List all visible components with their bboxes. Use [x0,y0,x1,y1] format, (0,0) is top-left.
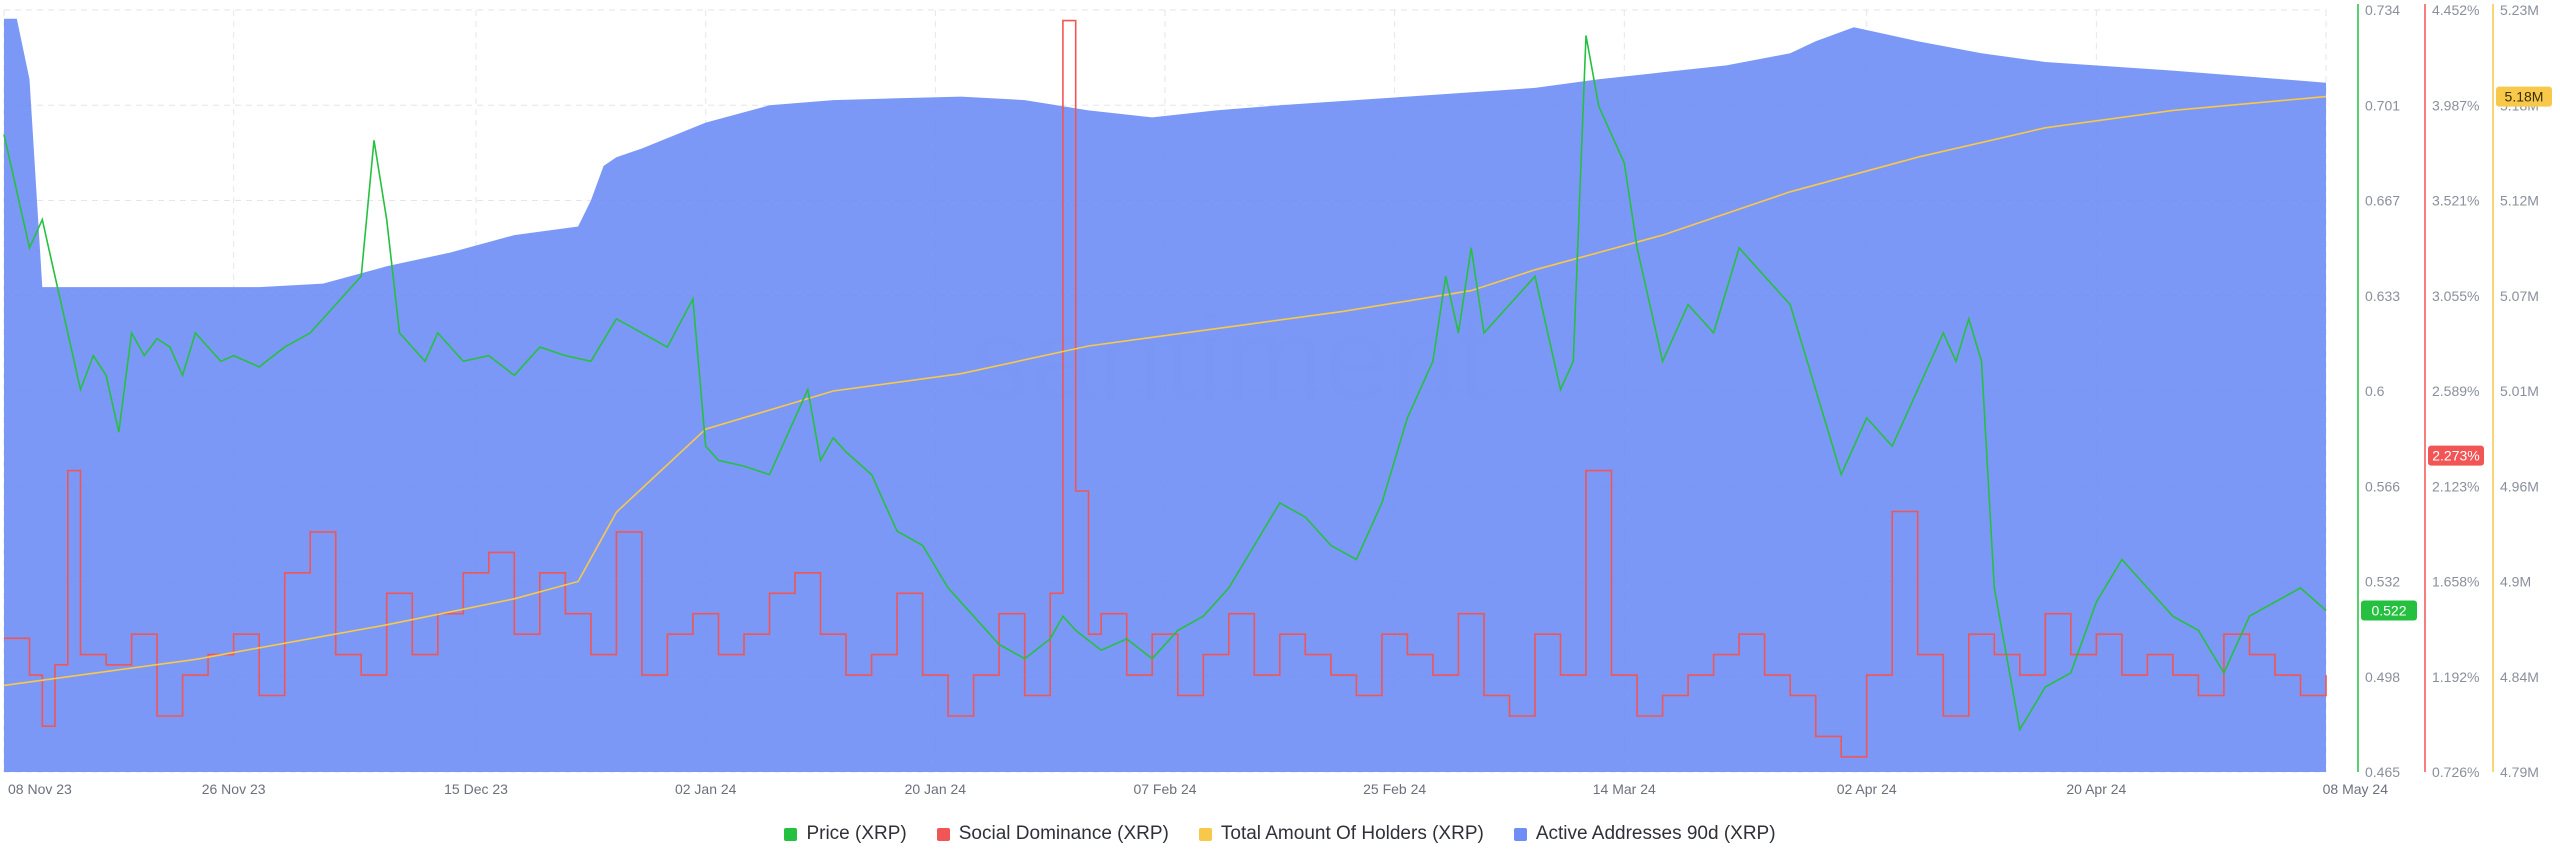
current-value-badge-0: 0.522 [2361,600,2417,621]
x-tick-label: 26 Nov 23 [202,781,266,797]
x-tick-label: 25 Feb 24 [1363,781,1426,797]
area-active-addresses [4,18,2326,772]
x-tick-label: 02 Jan 24 [675,781,737,797]
x-tick-label: 08 Nov 23 [8,781,72,797]
x-tick-label: 14 Mar 24 [1593,781,1656,797]
y-tick-label: 3.987% [2432,97,2479,113]
current-value-badge-2: 5.18M [2496,86,2552,107]
y-tick-label: 0.667 [2365,193,2400,209]
current-value-badge-bg [2361,600,2417,621]
line-price [3,35,2327,732]
y-tick-label: 0.734 [2365,2,2400,18]
y-tick-label: 4.452% [2432,2,2479,18]
current-value-badge-bg [2428,445,2484,466]
x-tick-label: 02 Apr 24 [1837,781,1897,797]
current-value-badge-label: 0.522 [2371,603,2406,619]
y-tick-label: 0.633 [2365,288,2400,304]
legend-label-active-addresses: Active Addresses 90d (XRP) [1535,823,1776,844]
y-tick-label: 3.521% [2432,193,2479,209]
y-tick-label: 5.12M [2500,193,2539,209]
current-value-badge-1: 2.273% [2428,445,2484,466]
current-value-badges: 0.522 2.273% 5.18M [2361,86,2552,621]
y-tick-label: 4.96M [2500,478,2539,494]
y-tick-label: 1.192% [2432,669,2479,685]
current-value-badge-label: 2.273% [2432,448,2479,464]
legend-item-social-dominance[interactable]: Social Dominance (XRP) [936,823,1169,845]
x-tick-label: 07 Feb 24 [1133,781,1196,797]
line-social-dominance [4,19,2327,758]
active-addresses-area [4,18,2326,772]
current-value-badge-bg [2496,86,2552,107]
legend-label-price: Price (XRP) [806,823,907,844]
y-tick-label: 4.84M [2500,669,2539,685]
y-tick-label: 4.79M [2500,764,2539,780]
legend-swatch-active-addresses [1513,827,1527,841]
series-lines [3,19,2327,758]
y-tick-label: 5.01M [2500,383,2539,399]
axes: 0.734 0.701 0.667 0.633 0.6 0.566 0.532 0.498 0.… [2357,2,2539,780]
y-tick-label: 5.23M [2500,2,2539,18]
y-tick-label: 3.055% [2432,288,2479,304]
y-tick-label: 0.465 [2365,764,2400,780]
legend-label-social-dominance: Social Dominance (XRP) [958,823,1169,844]
y-tick-label: 2.123% [2432,478,2479,494]
y-tick-label: 0.566 [2365,478,2400,494]
line-total-holders [3,95,2327,687]
x-tick-label: 15 Dec 23 [444,781,508,797]
current-value-badge-label: 5.18M [2505,89,2544,105]
y-tick-label: 4.9M [2500,574,2531,590]
y-tick-label: 0.726% [2432,764,2479,780]
x-axis-ticks: 08 Nov 23 26 Nov 23 15 Dec 23 02 Jan 24 20 J… [8,781,2388,797]
y-tick-label: 0.532 [2365,574,2400,590]
legend-swatch-social-dominance [936,827,950,841]
y-tick-label: 2.589% [2432,383,2479,399]
y-tick-label: 0.6 [2365,383,2385,399]
legend-label-holders: Total Amount Of Holders (XRP) [1220,823,1484,844]
legend-item-price[interactable]: Price (XRP) [784,823,907,845]
legend-swatch-price [784,827,798,841]
y-tick-label: 1.658% [2432,574,2479,590]
legend-item-holders[interactable]: Total Amount Of Holders (XRP) [1198,823,1484,845]
x-tick-label: 20 Apr 24 [2066,781,2126,797]
legend-item-active-addresses[interactable]: Active Addresses 90d (XRP) [1513,823,1776,845]
y-tick-label: 0.701 [2365,97,2400,113]
y-tick-label: 0.498 [2365,669,2400,685]
legend-swatch-holders [1198,827,1212,841]
x-tick-label: 20 Jan 24 [905,781,967,797]
legend: Price (XRP) Social Dominance (XRP) Total… [0,820,2560,848]
x-tick-label: 08 May 24 [2323,781,2389,797]
y-tick-label: 5.07M [2500,288,2539,304]
